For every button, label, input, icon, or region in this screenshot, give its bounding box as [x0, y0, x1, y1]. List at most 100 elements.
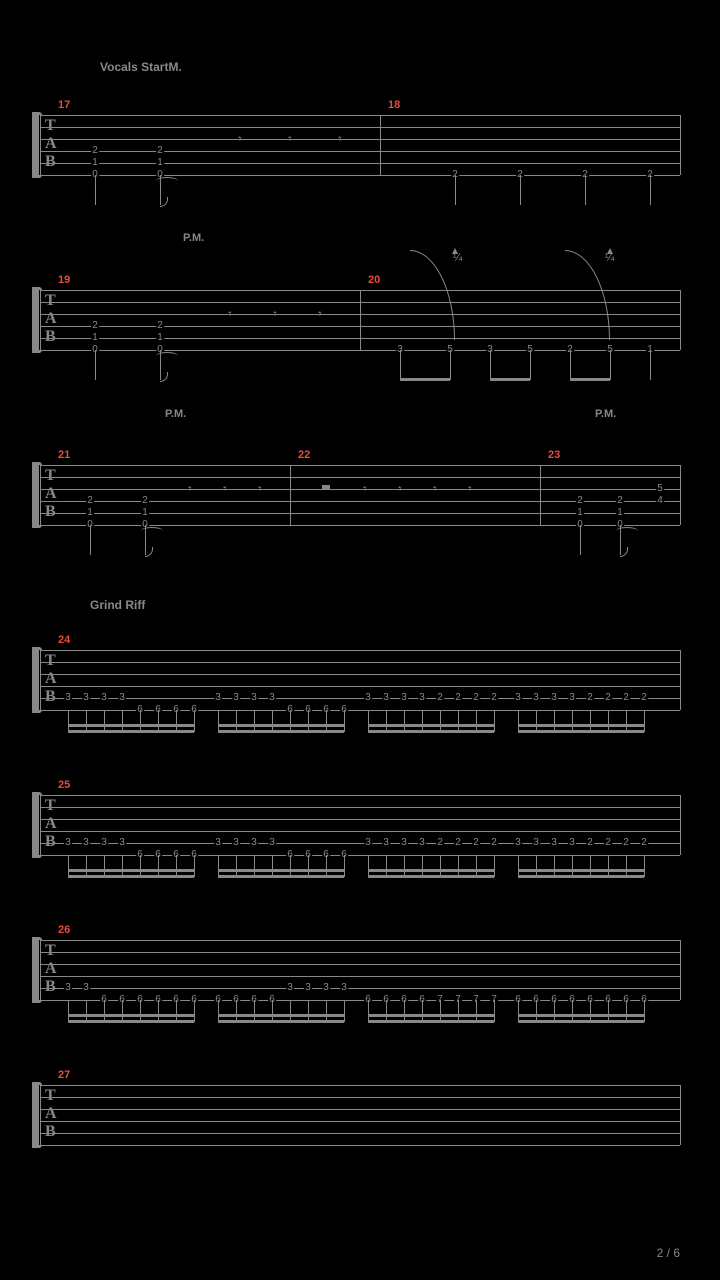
fret-number: 3: [550, 838, 558, 848]
tab-line: [40, 831, 680, 832]
tab-line: [40, 952, 680, 953]
beam: [68, 1014, 194, 1023]
fret-number: 2: [640, 693, 648, 703]
slur: [141, 527, 163, 535]
barline: [540, 465, 541, 525]
stem: [580, 525, 581, 555]
fret-number: 3: [82, 693, 90, 703]
fret-number: 3: [250, 838, 258, 848]
flag: [145, 547, 153, 557]
measure-number: 25: [58, 779, 70, 791]
barline: [360, 290, 361, 350]
tab-line: [40, 976, 680, 977]
rest: 𝄾: [273, 306, 277, 323]
stem: [644, 1000, 645, 1022]
barline: [680, 940, 681, 1000]
fret-number: 3: [82, 983, 90, 993]
measure-number: 18: [388, 99, 400, 111]
fret-number: 1: [616, 508, 624, 518]
fret-number: 3: [232, 838, 240, 848]
fret-number: 3: [64, 983, 72, 993]
barline-thick: [36, 940, 39, 1000]
barline: [40, 1085, 41, 1145]
beam: [68, 869, 194, 878]
flag: [160, 372, 168, 382]
flag: [160, 197, 168, 207]
stem: [610, 350, 611, 380]
measure-number: 19: [58, 274, 70, 286]
tab-line: [40, 115, 680, 116]
stem: [530, 350, 531, 380]
rest-whole: [322, 485, 330, 489]
fret-number: 1: [156, 333, 164, 343]
beam: [518, 1014, 644, 1023]
tab-line: [40, 964, 680, 965]
barline-thick: [36, 115, 39, 175]
tab-clef: TAB: [45, 652, 57, 706]
barline: [40, 465, 41, 525]
fret-number: 3: [400, 838, 408, 848]
fret-number: 3: [268, 693, 276, 703]
fret-number: 5: [656, 484, 664, 494]
fret-number: 3: [568, 693, 576, 703]
stem: [344, 855, 345, 877]
fret-number: 2: [604, 838, 612, 848]
tab-line: [40, 650, 680, 651]
stem: [520, 175, 521, 205]
bend-arrow: [607, 248, 613, 254]
fret-number: 1: [156, 158, 164, 168]
fret-number: 2: [472, 838, 480, 848]
bend-arrow: [452, 248, 458, 254]
slur: [156, 352, 178, 360]
beam: [368, 1014, 494, 1023]
stem: [450, 350, 451, 380]
fret-number: 3: [64, 838, 72, 848]
fret-number: 3: [364, 693, 372, 703]
rest: 𝄾: [188, 481, 192, 498]
stem: [95, 175, 96, 205]
measure-number: 23: [548, 449, 560, 461]
tab-line: [40, 843, 680, 844]
fret-number: 1: [86, 508, 94, 518]
fret-number: 3: [364, 838, 372, 848]
tab-line: [40, 163, 680, 164]
fret-number: 3: [382, 693, 390, 703]
page-number: 2 / 6: [657, 1246, 680, 1260]
tab-line: [40, 1133, 680, 1134]
stem: [194, 1000, 195, 1022]
stem: [90, 525, 91, 555]
slur: [156, 177, 178, 185]
tab-line: [40, 686, 680, 687]
tab-system: TAB21222321021021021054𝄾𝄾𝄾𝄾𝄾𝄾𝄾: [40, 465, 680, 525]
tab-line: [40, 1085, 680, 1086]
stem: [650, 350, 651, 380]
fret-number: 3: [250, 693, 258, 703]
barline: [40, 290, 41, 350]
tab-system: TAB27: [40, 1085, 680, 1145]
tab-clef: TAB: [45, 292, 57, 346]
barline-thick: [36, 795, 39, 855]
barline: [680, 795, 681, 855]
tab-system: TAB2533336666333366663333222233332222: [40, 795, 680, 855]
stem: [585, 175, 586, 205]
barline: [680, 1085, 681, 1145]
tab-clef: TAB: [45, 942, 57, 996]
beam: [218, 724, 344, 733]
fret-number: 2: [472, 693, 480, 703]
fret-number: 2: [576, 496, 584, 506]
fret-number: 2: [86, 496, 94, 506]
stem: [344, 710, 345, 732]
beam: [368, 869, 494, 878]
stem: [194, 710, 195, 732]
tab-line: [40, 350, 680, 351]
fret-number: 3: [304, 983, 312, 993]
fret-number: 1: [576, 508, 584, 518]
barline-thick: [36, 290, 39, 350]
beam: [218, 1014, 344, 1023]
fret-number: 3: [268, 838, 276, 848]
fret-number: 3: [568, 838, 576, 848]
measure-number: 27: [58, 1069, 70, 1081]
beam: [518, 869, 644, 878]
rest: 𝄾: [318, 306, 322, 323]
rest: 𝄾: [468, 481, 472, 498]
